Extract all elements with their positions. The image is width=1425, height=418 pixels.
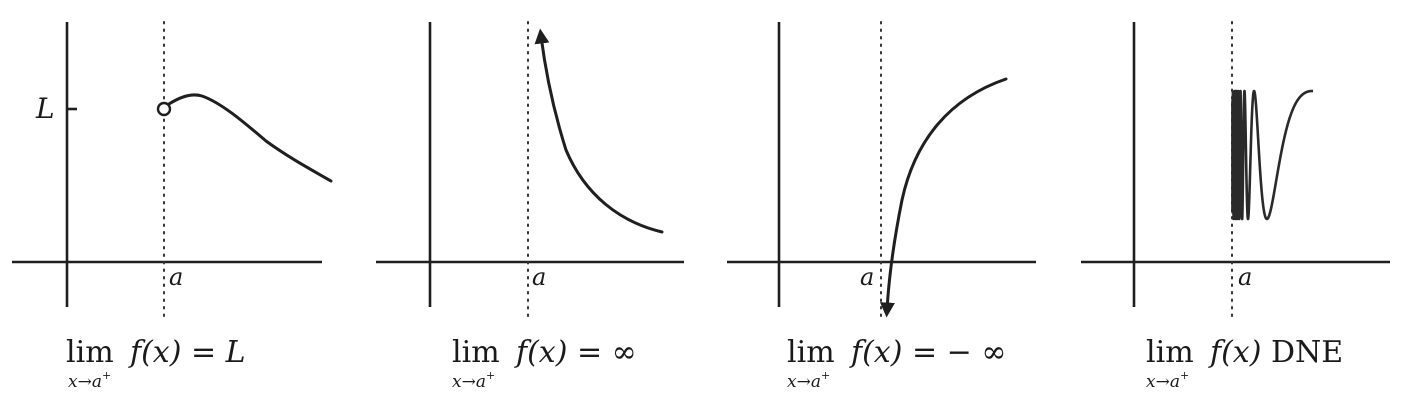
caption-subscript: x→a+ [1146, 369, 1189, 392]
caption: lim x→a+ f(x) DNE [1146, 335, 1343, 392]
oscillating-function-curve [1231, 89, 1315, 221]
function-curve [879, 77, 1008, 318]
function-curve [534, 28, 664, 234]
panel-limit-negative-infinity: a lim x→a+ f(x) = − ∞ [727, 21, 1036, 392]
caption-subscript: x→a+ [452, 369, 495, 392]
panel-limit-infinity: a lim x→a+ f(x) = ∞ [376, 21, 684, 392]
caption-subscript: x→a+ [787, 369, 830, 392]
panel-limit-L: L a lim x→a+ f(x) = L [12, 21, 333, 392]
open-circle-hole [156, 101, 172, 117]
panel-limit-dne: a lim x→a+ f(x) DNE [1081, 21, 1390, 392]
caption: lim x→a+ f(x) = ∞ [452, 335, 637, 392]
caption-subscript: x→a+ [68, 369, 111, 392]
y-tick-label: L [35, 92, 55, 125]
caption: lim x→a+ f(x) = − ∞ [787, 335, 1006, 392]
x-tick-label: a [860, 263, 874, 291]
x-tick-label: a [1238, 263, 1252, 291]
function-curve [167, 93, 333, 183]
caption-lim: lim [452, 335, 500, 370]
caption-lim: lim [1146, 335, 1194, 370]
caption-expression: f(x) DNE [1208, 335, 1343, 370]
x-tick-label: a [532, 263, 546, 291]
x-tick-label: a [169, 263, 183, 291]
caption-lim: lim [787, 335, 835, 370]
caption-expression: f(x) = L [128, 335, 246, 370]
caption: lim x→a+ f(x) = L [66, 335, 246, 392]
caption-expression: f(x) = − ∞ [849, 335, 1006, 370]
caption-lim: lim [66, 335, 114, 370]
caption-expression: f(x) = ∞ [514, 335, 637, 370]
